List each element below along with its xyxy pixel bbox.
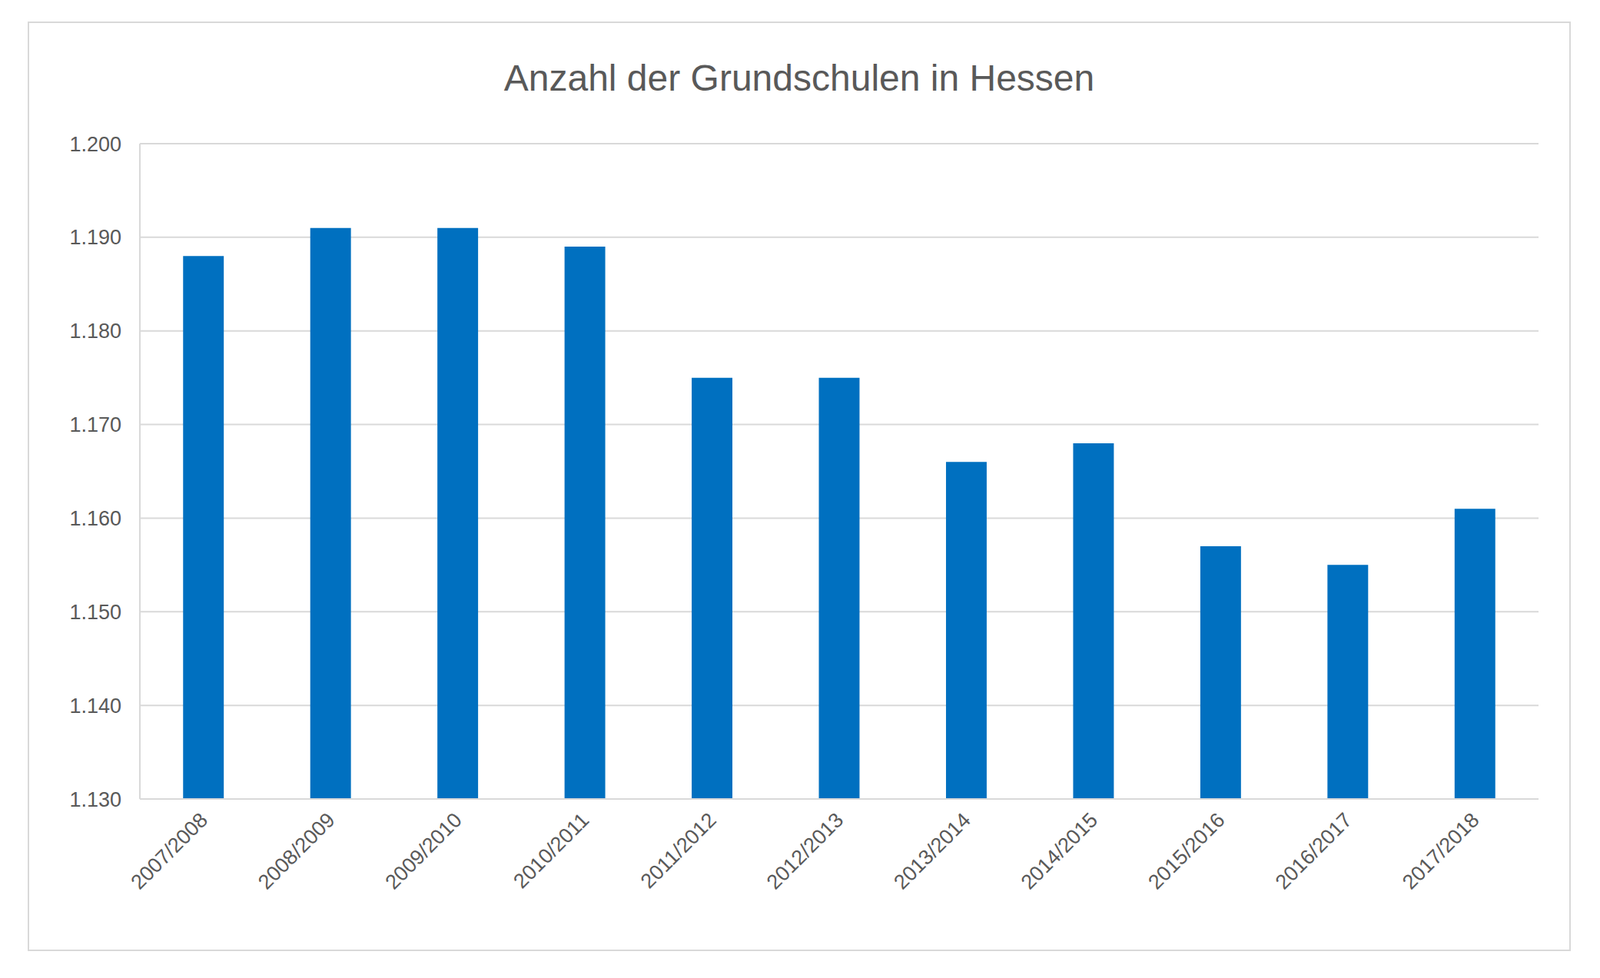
- svg-text:1.180: 1.180: [69, 319, 122, 343]
- svg-text:1.200: 1.200: [69, 132, 122, 157]
- svg-text:2011/2012: 2011/2012: [636, 808, 721, 893]
- svg-text:2007/2008: 2007/2008: [126, 808, 213, 894]
- svg-text:1.170: 1.170: [69, 413, 122, 437]
- svg-text:2009/2010: 2009/2010: [380, 808, 466, 894]
- svg-text:2017/2018: 2017/2018: [1397, 808, 1484, 894]
- svg-text:2013/2014: 2013/2014: [889, 808, 975, 894]
- svg-text:2008/2009: 2008/2009: [253, 808, 339, 894]
- svg-text:1.160: 1.160: [69, 507, 122, 531]
- svg-text:2010/2011: 2010/2011: [508, 808, 594, 893]
- svg-text:1.140: 1.140: [69, 694, 122, 718]
- svg-text:2014/2015: 2014/2015: [1016, 808, 1103, 894]
- svg-text:1.190: 1.190: [69, 225, 122, 249]
- svg-text:1.130: 1.130: [69, 788, 122, 812]
- svg-text:2012/2013: 2012/2013: [762, 808, 848, 894]
- svg-text:2016/2017: 2016/2017: [1271, 808, 1357, 894]
- svg-text:2015/2016: 2015/2016: [1143, 808, 1229, 894]
- svg-text:1.150: 1.150: [69, 600, 122, 625]
- html-text:Anzahl der Grundschulen in Hes: Anzahl der Grundschulen in Hessen: [503, 57, 1095, 98]
